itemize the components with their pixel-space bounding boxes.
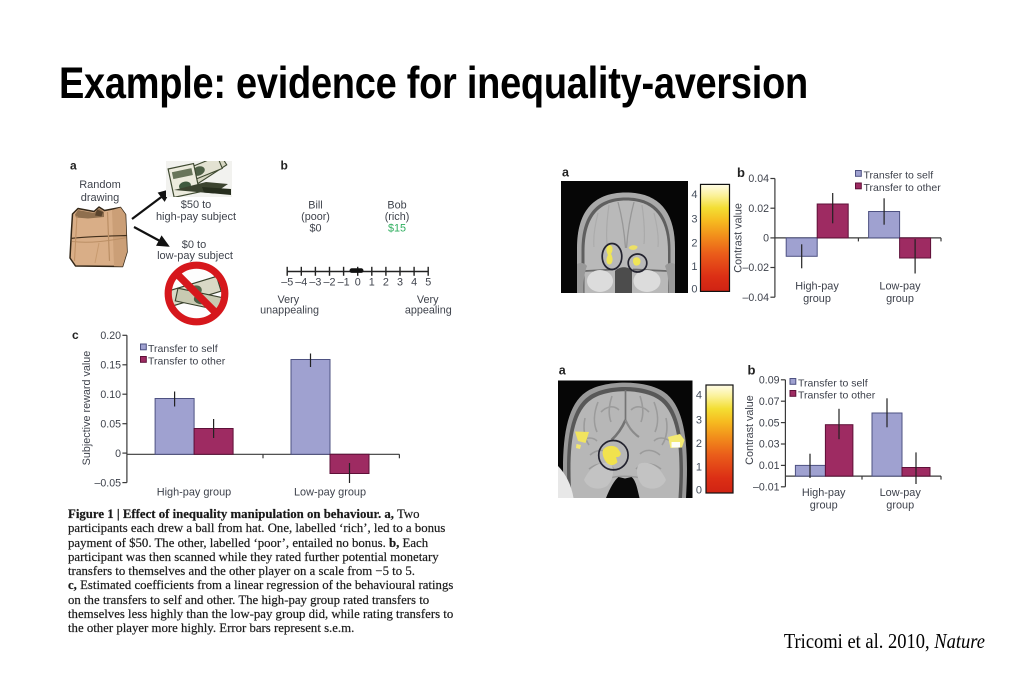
svg-text:Bob: Bob bbox=[387, 200, 406, 212]
svg-text:Transfer to other: Transfer to other bbox=[148, 356, 226, 368]
svg-text:1: 1 bbox=[696, 462, 702, 474]
svg-text:–1: –1 bbox=[338, 277, 350, 289]
svg-text:5: 5 bbox=[425, 277, 431, 289]
svg-text:Low-pay: Low-pay bbox=[879, 281, 921, 293]
svg-text:group: group bbox=[886, 293, 914, 305]
svg-text:0.09: 0.09 bbox=[759, 375, 780, 387]
svg-text:a: a bbox=[70, 159, 77, 173]
svg-text:0.02: 0.02 bbox=[748, 203, 769, 215]
svg-text:$15: $15 bbox=[388, 223, 406, 235]
svg-text:–0.04: –0.04 bbox=[742, 292, 769, 304]
svg-text:0: 0 bbox=[115, 448, 121, 460]
svg-text:High-pay: High-pay bbox=[795, 281, 839, 293]
svg-text:4: 4 bbox=[691, 189, 697, 201]
svg-text:a: a bbox=[559, 364, 567, 378]
svg-text:Low-pay: Low-pay bbox=[880, 487, 922, 499]
svg-text:group: group bbox=[886, 500, 914, 512]
svg-text:Random: Random bbox=[79, 179, 121, 191]
svg-text:3: 3 bbox=[691, 213, 697, 225]
svg-text:0.07: 0.07 bbox=[759, 396, 780, 408]
svg-text:0.03: 0.03 bbox=[759, 439, 780, 451]
svg-text:Contrast value: Contrast value bbox=[744, 395, 756, 465]
svg-text:0: 0 bbox=[696, 485, 702, 497]
svg-text:group: group bbox=[810, 500, 838, 512]
svg-text:–0.05: –0.05 bbox=[94, 477, 121, 489]
svg-text:high-pay subject: high-pay subject bbox=[156, 211, 236, 223]
svg-text:–5: –5 bbox=[281, 277, 293, 289]
svg-text:$0 to: $0 to bbox=[182, 239, 206, 251]
svg-text:4: 4 bbox=[696, 390, 702, 402]
svg-text:Bill: Bill bbox=[308, 200, 322, 212]
svg-text:a: a bbox=[562, 166, 570, 180]
svg-text:Transfer to self: Transfer to self bbox=[864, 169, 934, 181]
svg-text:(poor): (poor) bbox=[301, 211, 330, 223]
svg-text:High-pay: High-pay bbox=[802, 487, 846, 499]
svg-text:Subjective reward value: Subjective reward value bbox=[81, 351, 93, 466]
svg-text:4: 4 bbox=[411, 277, 417, 289]
svg-text:3: 3 bbox=[696, 414, 702, 426]
svg-text:0.05: 0.05 bbox=[100, 418, 121, 430]
svg-text:0: 0 bbox=[355, 277, 361, 289]
svg-text:2: 2 bbox=[696, 438, 702, 450]
svg-text:unappealing: unappealing bbox=[260, 305, 319, 317]
svg-text:3: 3 bbox=[397, 277, 403, 289]
svg-text:0: 0 bbox=[763, 233, 769, 245]
svg-text:2: 2 bbox=[691, 238, 697, 250]
svg-text:–4: –4 bbox=[295, 277, 307, 289]
svg-text:$0: $0 bbox=[309, 223, 321, 235]
svg-text:0.01: 0.01 bbox=[759, 460, 780, 472]
svg-text:Very: Very bbox=[417, 294, 439, 306]
svg-text:0.05: 0.05 bbox=[759, 417, 780, 429]
svg-text:group: group bbox=[803, 293, 831, 305]
svg-text:–0.01: –0.01 bbox=[753, 482, 780, 494]
svg-text:–0.02: –0.02 bbox=[742, 262, 769, 274]
svg-text:0: 0 bbox=[691, 284, 697, 296]
svg-text:$50 to: $50 to bbox=[181, 199, 212, 211]
svg-text:c: c bbox=[72, 328, 79, 342]
svg-text:b: b bbox=[748, 363, 756, 378]
svg-text:Transfer to self: Transfer to self bbox=[148, 343, 218, 355]
svg-text:High-pay group: High-pay group bbox=[157, 487, 231, 499]
svg-text:0.10: 0.10 bbox=[100, 389, 121, 401]
svg-text:0.15: 0.15 bbox=[100, 360, 121, 372]
svg-text:Transfer to self: Transfer to self bbox=[798, 377, 868, 389]
svg-text:appealing: appealing bbox=[405, 305, 452, 317]
svg-text:Transfer to other: Transfer to other bbox=[798, 389, 876, 401]
svg-text:1: 1 bbox=[691, 261, 697, 273]
svg-text:0.20: 0.20 bbox=[100, 330, 121, 342]
svg-text:Contrast value: Contrast value bbox=[733, 203, 745, 273]
svg-text:2: 2 bbox=[383, 277, 389, 289]
svg-text:Transfer to other: Transfer to other bbox=[864, 182, 942, 194]
svg-text:low-pay subject: low-pay subject bbox=[157, 250, 233, 262]
svg-text:Very: Very bbox=[277, 294, 299, 306]
svg-text:0.04: 0.04 bbox=[748, 173, 769, 185]
svg-text:b: b bbox=[281, 159, 288, 173]
svg-text:–2: –2 bbox=[323, 277, 335, 289]
svg-text:(rich): (rich) bbox=[385, 211, 410, 223]
svg-text:Low-pay group: Low-pay group bbox=[294, 487, 366, 499]
svg-text:1: 1 bbox=[369, 277, 375, 289]
svg-text:drawing: drawing bbox=[81, 192, 120, 204]
svg-text:–3: –3 bbox=[309, 277, 321, 289]
svg-text:b: b bbox=[737, 165, 745, 180]
